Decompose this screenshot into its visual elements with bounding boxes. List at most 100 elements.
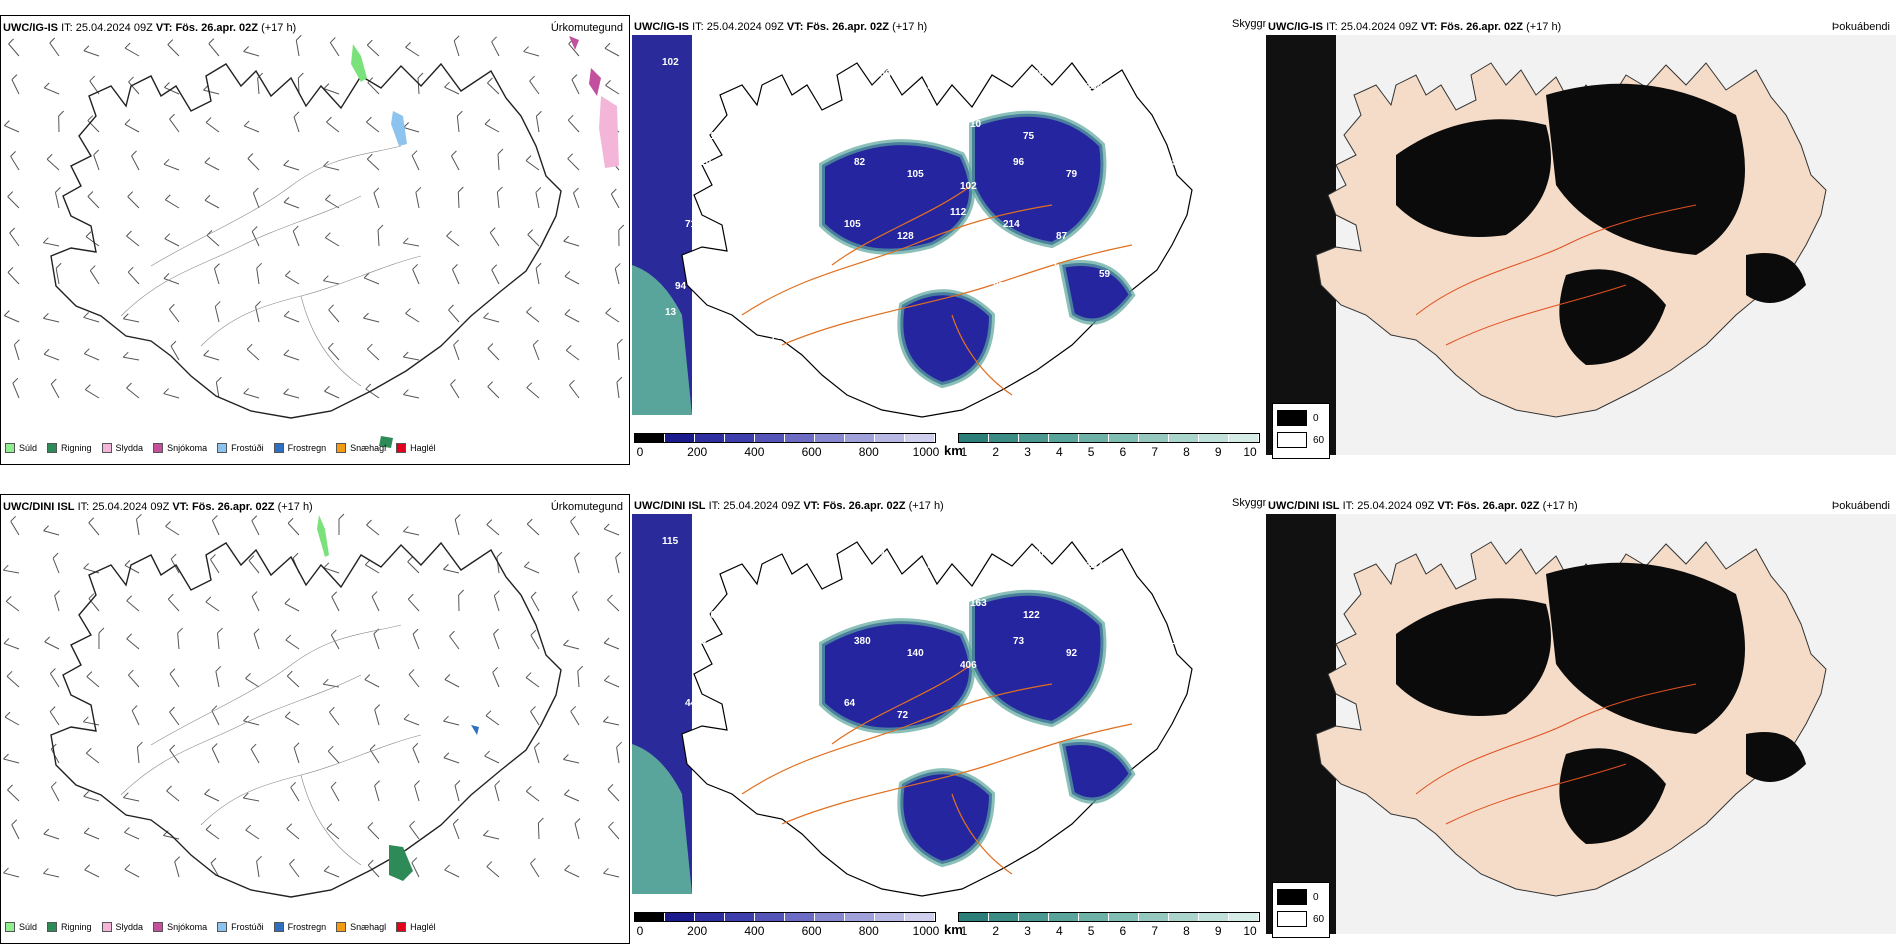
wind-barb <box>283 201 300 209</box>
ceiling-value: 104 <box>1172 636 1189 647</box>
wind-barb-flag <box>245 824 252 831</box>
road-line <box>300 774 362 866</box>
colorbar-segment <box>989 434 1019 442</box>
wind-barb-flag <box>403 526 409 532</box>
ceiling-value: 114 <box>705 131 722 142</box>
legend-swatch <box>101 443 112 453</box>
wind-barb-flag <box>286 670 293 677</box>
wind-barb-flag <box>167 39 174 45</box>
wind-barb <box>487 386 500 399</box>
ceiling-panel-bottom: UWC/DINI ISL IT: 25.04.2024 09Z VT: Fös.… <box>632 494 1262 944</box>
fog-indicator-area <box>1559 748 1666 844</box>
wind-barb-flag <box>529 75 535 82</box>
low-ceiling-area <box>900 292 992 385</box>
drizzle-area <box>317 515 329 557</box>
wind-barb <box>615 557 620 574</box>
colorbar-segment <box>725 434 755 442</box>
wind-barb <box>525 790 540 802</box>
wind-barb <box>367 82 380 95</box>
wind-barb-flag <box>88 517 95 524</box>
wind-barb <box>84 353 100 361</box>
wind-barb <box>7 272 20 285</box>
colorbar-tick: 600 <box>801 924 822 938</box>
wind-barb <box>449 635 460 650</box>
road-line <box>1415 683 1697 795</box>
colorbar-tick: 1 <box>960 445 968 459</box>
wind-barb-flag <box>292 552 299 559</box>
wind-barb <box>526 311 540 323</box>
precip-legend-item: Frostúði <box>217 443 264 453</box>
wind-barb <box>604 47 620 57</box>
colorbar-tick: 4 <box>1055 445 1063 459</box>
wind-barb <box>616 344 620 361</box>
wind-barb <box>124 123 140 133</box>
wind-barb <box>177 633 180 650</box>
wind-barb <box>452 823 460 840</box>
wind-barb <box>530 596 540 612</box>
wind-barb <box>169 711 180 726</box>
wind-barb-flag <box>242 792 249 799</box>
wind-barb-flag <box>338 513 345 520</box>
wind-barb-flag <box>530 591 537 598</box>
ceiling-value: 62 <box>1119 181 1131 192</box>
wind-barb-flag <box>85 231 92 237</box>
legend-swatch <box>396 922 407 932</box>
wind-barb <box>371 596 380 612</box>
ceiling-value: 107 <box>824 307 841 318</box>
freezing-drizzle-area <box>391 111 407 146</box>
wind-barb <box>251 231 260 247</box>
wind-barb <box>603 528 620 536</box>
wind-barb-flag <box>126 382 132 389</box>
wind-barb <box>295 40 300 57</box>
fog-dense-ocean <box>1266 514 1336 934</box>
colorbar-segment <box>665 434 695 442</box>
wind-barb <box>245 829 260 840</box>
fog-indicator-area <box>1746 253 1806 303</box>
wind-barb <box>484 123 500 133</box>
wind-barb-flag <box>43 82 50 89</box>
colorbar-tick: 400 <box>744 445 765 459</box>
colorbar-tick: 6 <box>1119 445 1127 459</box>
snow-area-small <box>569 36 579 50</box>
wind-barb <box>255 306 260 323</box>
fog-dense-ocean <box>1266 35 1336 455</box>
wind-barb <box>405 313 420 323</box>
wind-barb-flag <box>323 83 330 89</box>
wind-barb-flag <box>564 309 571 315</box>
wind-barb <box>49 673 60 688</box>
wind-barb-flag <box>243 715 249 722</box>
ceiling-value: 90 <box>1172 157 1184 168</box>
wind-barb <box>169 749 180 764</box>
wind-barb <box>607 599 620 612</box>
colorbar-tick: 800 <box>858 924 879 938</box>
wind-barb <box>330 786 340 802</box>
wind-barb-flag <box>211 705 218 712</box>
wind-barb <box>409 825 420 840</box>
panel-title: UWC/DINI ISL IT: 25.04.2024 09Z VT: Fös.… <box>3 501 313 513</box>
ceiling-value: 115 <box>821 57 838 68</box>
snow-area <box>589 68 601 96</box>
colorbar-tick: 1000 <box>912 924 940 938</box>
wind-barb <box>251 520 260 536</box>
road-line <box>1415 204 1697 316</box>
drizzle-area <box>351 44 367 82</box>
sleet-area <box>599 96 619 168</box>
wind-barb <box>529 80 540 95</box>
wind-barb-flag <box>603 867 609 874</box>
wind-barb-flag <box>42 237 49 244</box>
wind-barb-flag <box>326 116 332 123</box>
wind-barb-flag <box>363 312 369 319</box>
wind-barb <box>170 345 180 361</box>
legend-swatch <box>336 922 347 932</box>
colorbar-tick: 2 <box>992 445 1000 459</box>
wind-barb-flag <box>411 857 418 864</box>
colorbar-segment <box>1049 434 1079 442</box>
wind-barb <box>564 313 580 323</box>
wind-barb-flag <box>330 781 337 788</box>
wind-barb-flag <box>214 301 221 307</box>
wind-barb <box>11 79 20 95</box>
wind-barb <box>565 349 580 361</box>
wind-barb-flag <box>43 313 49 319</box>
wind-barb-flag <box>449 630 455 637</box>
wind-barb <box>4 125 20 133</box>
